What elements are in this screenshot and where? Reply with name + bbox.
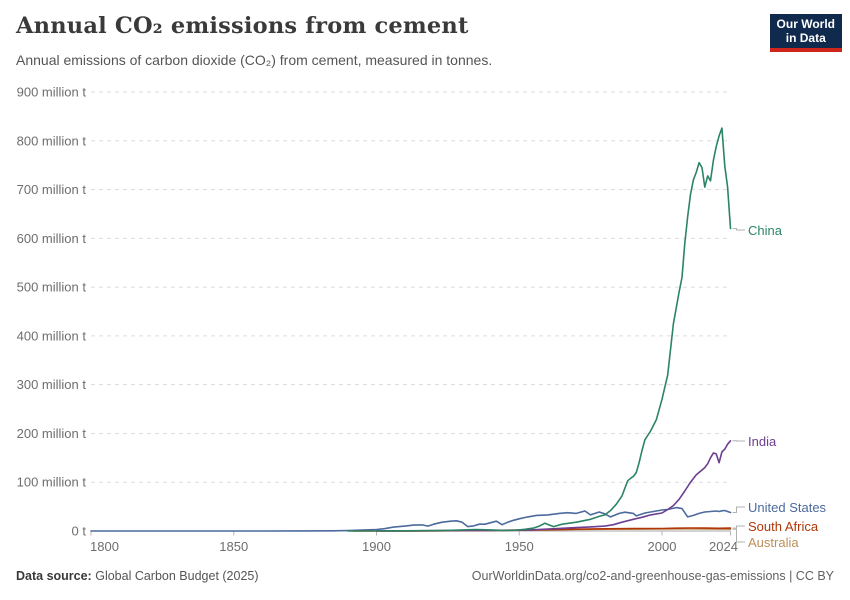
x-tick-label: 1850 (219, 539, 248, 554)
y-tick-label: 900 million t (17, 85, 87, 100)
chart-subtitle: Annual emissions of carbon dioxide (CO₂)… (16, 52, 493, 68)
label-connector (732, 525, 745, 529)
series-line-china[interactable] (347, 127, 732, 532)
data-source-label: Data source: (16, 569, 92, 583)
y-tick-label: 300 million t (17, 377, 87, 392)
entity-label-australia[interactable]: Australia (748, 534, 799, 550)
label-connector (732, 528, 745, 543)
owid-logo: Our World in Data (769, 14, 842, 52)
x-tick-label: 2000 (648, 539, 677, 554)
x-tick-label: 1950 (505, 539, 534, 554)
series-line-india[interactable] (375, 439, 732, 532)
y-tick-label: 800 million t (17, 133, 87, 148)
y-tick-label: 600 million t (17, 231, 87, 246)
x-tick-label: 1900 (362, 539, 391, 554)
entity-label-south-africa[interactable]: South Africa (748, 518, 819, 534)
entity-label-india[interactable]: India (748, 433, 777, 449)
entity-label-china[interactable]: China (748, 222, 782, 238)
y-tick-label: 700 million t (17, 182, 87, 197)
owid-logo-line1: Our World (776, 17, 835, 31)
credit-link[interactable]: OurWorldinData.org/co2-and-greenhouse-ga… (471, 569, 834, 583)
page-title: Annual CO₂ emissions from cement (16, 13, 469, 39)
label-connector (732, 506, 745, 513)
data-source-note: Data source: Global Carbon Budget (2025) (16, 569, 259, 583)
owid-logo-line2: in Data (785, 30, 826, 45)
y-tick-label: 0 t (72, 524, 87, 539)
y-tick-label: 200 million t (17, 426, 87, 441)
x-tick-label: 1800 (90, 539, 119, 554)
y-tick-label: 400 million t (17, 328, 87, 343)
y-tick-label: 500 million t (17, 280, 87, 295)
x-tick-label: 2024 (709, 539, 738, 554)
entity-label-united-states[interactable]: United States (748, 499, 827, 515)
y-tick-label: 100 million t (17, 475, 87, 490)
data-source-text: Global Carbon Budget (2025) (95, 569, 259, 583)
series-line-united-states[interactable] (90, 506, 732, 532)
label-connector (732, 228, 745, 231)
